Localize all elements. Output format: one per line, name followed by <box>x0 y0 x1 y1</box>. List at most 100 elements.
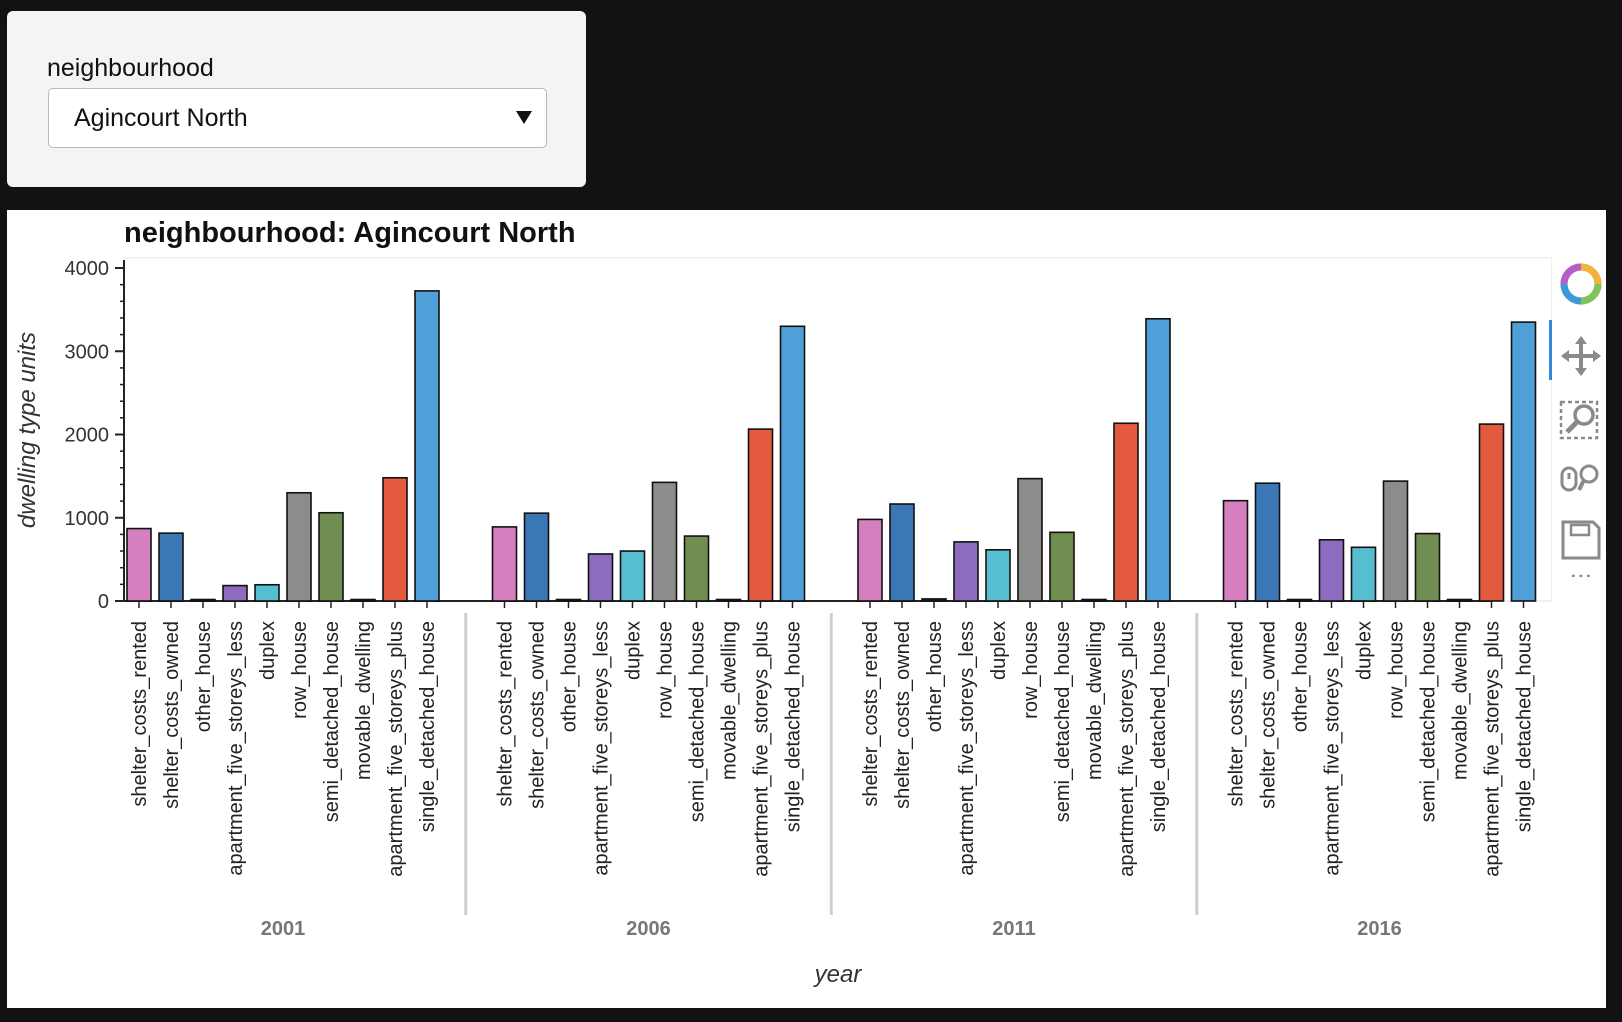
x-category-label: shelter_costs_rented <box>495 621 517 807</box>
bar-2011-shelter_costs_owned[interactable] <box>889 503 915 602</box>
x-category-label: other_house <box>193 621 215 732</box>
x-category-label: shelter_costs_owned <box>892 621 914 809</box>
neighbourhood-select[interactable]: Agincourt North <box>48 88 547 148</box>
caret-down-icon <box>516 111 532 124</box>
bar-2016-single_detached_house[interactable] <box>1510 321 1537 602</box>
bar-2016-semi_detached_house[interactable] <box>1414 532 1441 602</box>
x-category-label: shelter_costs_owned <box>527 621 549 809</box>
wheel-zoom-icon[interactable] <box>1557 456 1605 504</box>
x-group-label: 2011 <box>992 918 1035 940</box>
x-category-label: duplex <box>1354 621 1376 680</box>
bar-chart: neighbourhood: Agincourt North 0 1000 2000… <box>14 217 1552 988</box>
bar-2011-row_house[interactable] <box>1017 477 1043 602</box>
bar-2001-shelter_costs_owned[interactable] <box>158 532 184 602</box>
bars-layer <box>126 290 1537 602</box>
x-category-label: apartment_five_storeys_plus <box>385 621 407 877</box>
neighbourhood-widget: neighbourhood Agincourt North <box>7 11 586 187</box>
x-category-label: apartment_five_storeys_less <box>591 621 613 876</box>
x-category-label: other_house <box>1290 621 1312 732</box>
bar-2001-movable_dwelling[interactable] <box>350 598 376 602</box>
save-icon[interactable] <box>1557 516 1605 564</box>
more-tools-icon[interactable]: ⋮ <box>1569 565 1594 587</box>
x-category-label: semi_detached_house <box>1418 621 1440 822</box>
bar-2001-semi_detached_house[interactable] <box>318 511 344 602</box>
x-category-label: movable_dwelling <box>1450 621 1472 780</box>
bar-2001-other_house[interactable] <box>190 598 216 602</box>
x-category-label: shelter_costs_rented <box>129 621 151 807</box>
x-category-label: other_house <box>924 621 946 732</box>
x-category-label: shelter_costs_owned <box>1258 621 1280 809</box>
bar-2006-row_house[interactable] <box>651 481 678 602</box>
bar-2006-apartment_five_storeys_less[interactable] <box>587 553 614 602</box>
x-category-label: single_detached_house <box>1148 621 1170 832</box>
x-category-label: apartment_five_storeys_less <box>225 621 247 876</box>
bar-2011-apartment_five_storeys_plus[interactable] <box>1113 422 1139 602</box>
select-value: Agincourt North <box>74 104 248 132</box>
x-category-label: apartment_five_storeys_less <box>956 621 978 876</box>
x-category-label: movable_dwelling <box>1084 621 1106 780</box>
bar-2011-semi_detached_house[interactable] <box>1049 531 1075 602</box>
x-category-label: movable_dwelling <box>353 621 375 780</box>
bar-2006-duplex[interactable] <box>619 550 646 602</box>
x-category-label: shelter_costs_rented <box>860 621 882 807</box>
x-category-label: semi_detached_house <box>1052 621 1074 822</box>
bar-2011-other_house[interactable] <box>921 598 947 602</box>
bar-2016-apartment_five_storeys_plus[interactable] <box>1478 423 1505 602</box>
bar-2016-apartment_five_storeys_less[interactable] <box>1318 539 1345 602</box>
x-category-label: row_house <box>1020 621 1042 719</box>
bar-2016-movable_dwelling[interactable] <box>1446 598 1473 602</box>
bar-2006-single_detached_house[interactable] <box>779 325 806 602</box>
y-tick-label: 0 <box>98 591 109 613</box>
bar-2011-shelter_costs_rented[interactable] <box>857 518 883 602</box>
x-group-label: 2016 <box>1357 918 1402 940</box>
bar-2001-shelter_costs_rented[interactable] <box>126 527 152 602</box>
x-labels-layer: shelter_costs_rented shelter_costs_owned o… <box>129 613 1536 940</box>
bar-2016-shelter_costs_owned[interactable] <box>1254 482 1281 602</box>
bar-2016-other_house[interactable] <box>1286 598 1313 602</box>
y-tick-label: 1000 <box>65 508 110 530</box>
x-category-label: single_detached_house <box>1514 621 1536 832</box>
bar-2011-single_detached_house[interactable] <box>1145 317 1171 602</box>
y-tick-label: 4000 <box>65 258 110 280</box>
x-category-label: apartment_five_storeys_plus <box>1116 621 1138 877</box>
pan-tool-icon[interactable] <box>1549 320 1605 380</box>
y-tick-label: 3000 <box>65 341 110 363</box>
box-zoom-icon[interactable] <box>1557 396 1605 444</box>
bar-2006-shelter_costs_owned[interactable] <box>523 512 550 602</box>
bar-2001-single_detached_house[interactable] <box>414 290 440 602</box>
x-category-label: row_house <box>655 621 677 719</box>
x-category-label: row_house <box>289 621 311 719</box>
x-category-label: row_house <box>1386 621 1408 719</box>
x-category-label: single_detached_house <box>417 621 439 832</box>
bar-2006-shelter_costs_rented[interactable] <box>491 526 518 602</box>
plot-panel: neighbourhood: Agincourt North 0 1000 2000… <box>7 210 1606 1008</box>
bar-2016-duplex[interactable] <box>1350 546 1377 602</box>
y-tick-label: 2000 <box>65 425 110 447</box>
x-category-label: semi_detached_house <box>687 621 709 822</box>
bar-2016-shelter_costs_rented[interactable] <box>1222 499 1249 602</box>
x-category-label: single_detached_house <box>783 621 805 832</box>
bokeh-logo-icon[interactable] <box>1557 260 1605 308</box>
bar-2001-row_house[interactable] <box>286 491 312 602</box>
x-group-label: 2001 <box>261 918 306 940</box>
x-category-label: apartment_five_storeys_plus <box>1482 621 1504 877</box>
bar-2006-other_house[interactable] <box>555 598 582 602</box>
bar-2001-apartment_five_storeys_plus[interactable] <box>382 476 408 602</box>
bar-2001-apartment_five_storeys_less[interactable] <box>222 584 248 602</box>
x-category-label: duplex <box>988 621 1010 680</box>
x-group-label: 2006 <box>626 918 671 940</box>
x-category-label: semi_detached_house <box>321 621 343 822</box>
bar-2011-movable_dwelling[interactable] <box>1081 598 1107 602</box>
y-axis-label: dwelling type units <box>14 332 41 528</box>
plot-toolbar: ⋮ <box>1549 260 1605 600</box>
bar-2016-row_house[interactable] <box>1382 480 1409 602</box>
chart-title: neighbourhood: Agincourt North <box>124 217 576 249</box>
bar-2011-apartment_five_storeys_less[interactable] <box>953 541 979 602</box>
bar-2011-duplex[interactable] <box>985 549 1011 602</box>
bar-2006-apartment_five_storeys_plus[interactable] <box>747 428 774 602</box>
x-category-label: duplex <box>257 621 279 680</box>
bar-2006-semi_detached_house[interactable] <box>683 535 710 602</box>
bar-2001-duplex[interactable] <box>254 583 280 602</box>
bar-2006-movable_dwelling[interactable] <box>715 598 742 602</box>
plot-area <box>123 257 1552 602</box>
